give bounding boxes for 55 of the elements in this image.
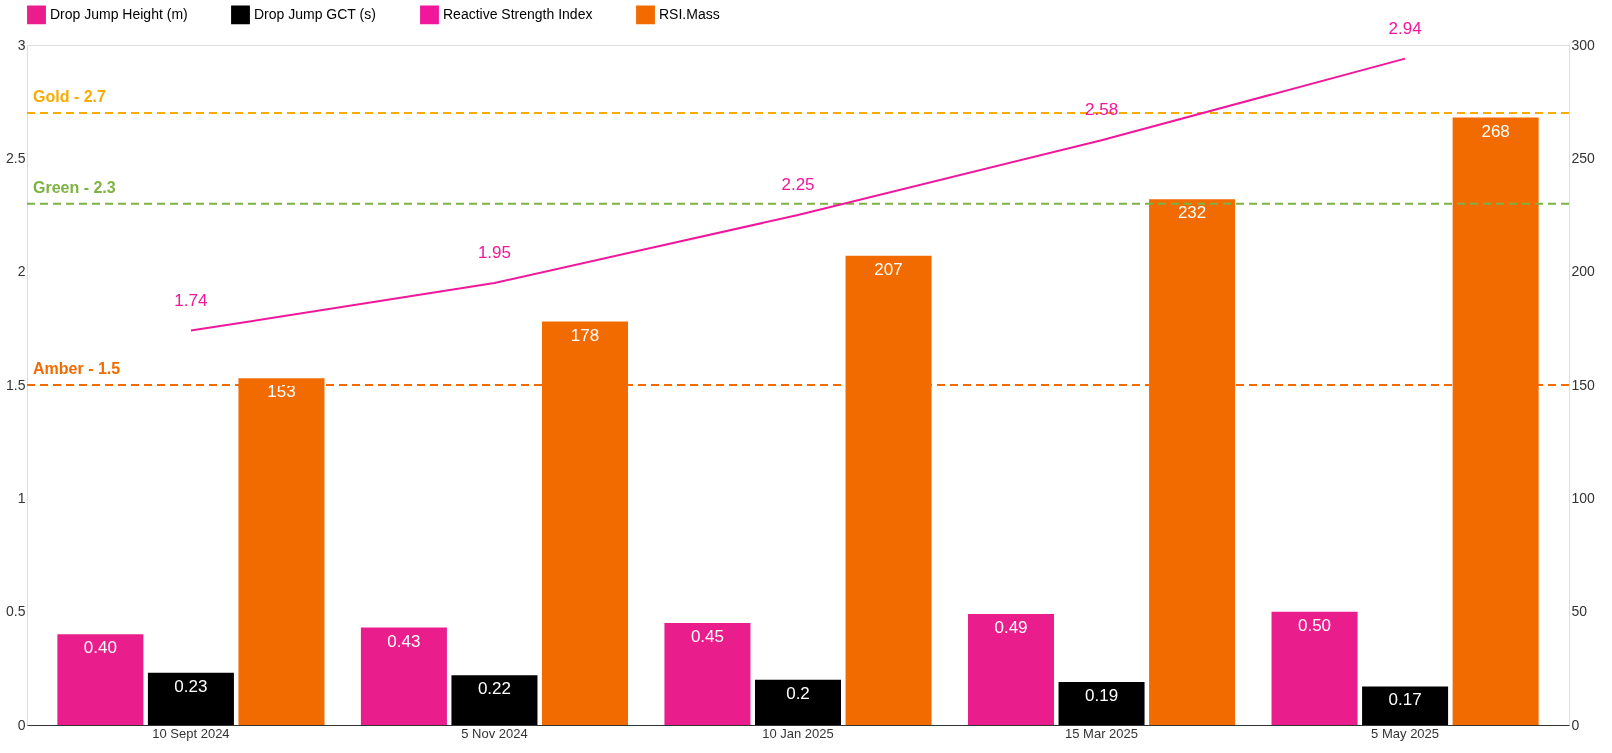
x-tick-label: 5 May 2025: [1371, 725, 1440, 741]
y-tick-label: 1: [17, 489, 26, 506]
y-tick-label: 0.5: [6, 603, 26, 620]
y-tick-label: 0: [17, 716, 26, 733]
x-tick-label: 5 Nov 2024: [461, 725, 528, 741]
y2-tick-label: 0: [1571, 716, 1580, 733]
bar: [57, 634, 144, 725]
x-tick-label: 10 Jan 2025: [762, 725, 834, 741]
y-tick-label: 2.5: [6, 149, 26, 166]
bar: [664, 623, 751, 725]
data-label: 268: [1481, 121, 1510, 141]
data-label: 0.22: [477, 679, 511, 699]
data-label: 0.40: [83, 638, 117, 658]
bar: [1058, 681, 1145, 725]
data-label: 0.2: [786, 683, 810, 703]
legend-label: Drop Jump GCT (s): [254, 5, 376, 22]
data-label: 232: [1177, 203, 1207, 223]
legend-label: Reactive Strength Index: [443, 5, 593, 22]
legend-label: RSI.Mass: [659, 5, 720, 22]
bar: [967, 613, 1055, 725]
data-label: 0.50: [1297, 615, 1332, 635]
data-label: 2.94: [1388, 18, 1422, 38]
data-label: 0.43: [387, 631, 421, 651]
x-tick-label: 15 Mar 2025: [1065, 725, 1139, 741]
y2-tick-label: 250: [1571, 149, 1596, 166]
ref-line-label: Green - 2.3: [33, 178, 116, 196]
y2-tick-label: 150: [1571, 376, 1596, 393]
data-label: 1.95: [477, 243, 511, 262]
bar: [1271, 611, 1358, 725]
y2-tick-label: 100: [1571, 489, 1596, 506]
y2-tick-label: 200: [1571, 263, 1596, 280]
y-tick-label: 1.5: [6, 376, 26, 393]
bar: [147, 672, 234, 725]
data-label: 0.17: [1388, 690, 1422, 710]
data-label: 1.74: [174, 290, 208, 310]
ref-line-label: Gold - 2.7: [33, 88, 106, 105]
legend-label: Drop Jump Height (m): [50, 5, 188, 22]
bar: [360, 627, 447, 725]
data-label: 0.45: [690, 627, 724, 646]
bar: [1362, 686, 1449, 725]
data-label: 0.19: [1085, 685, 1119, 705]
y2-tick-label: 300: [1571, 36, 1596, 53]
bar: [754, 679, 842, 725]
y-tick-label: 3: [17, 36, 26, 53]
data-label: 2.25: [781, 175, 815, 194]
ref-line-label: Amber - 1.5: [33, 360, 121, 377]
data-label: 0.23: [174, 676, 208, 696]
data-label: 178: [570, 325, 600, 345]
data-label: 2.58: [1085, 100, 1119, 120]
data-label: 207: [874, 259, 903, 279]
y-tick-label: 2: [17, 263, 26, 280]
y2-tick-label: 50: [1571, 603, 1588, 620]
bar: [451, 675, 538, 725]
data-label: 0.49: [994, 617, 1028, 637]
x-tick-label: 10 Sept 2024: [152, 725, 230, 741]
